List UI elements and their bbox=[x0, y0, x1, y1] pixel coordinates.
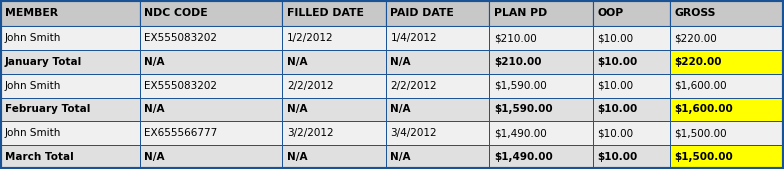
Bar bbox=[593, 50, 670, 74]
Text: N/A: N/A bbox=[287, 152, 307, 162]
Bar bbox=[593, 26, 670, 50]
Text: PLAN PD: PLAN PD bbox=[494, 8, 547, 18]
Text: $10.00: $10.00 bbox=[597, 33, 633, 43]
Bar bbox=[670, 0, 784, 26]
Text: N/A: N/A bbox=[390, 104, 411, 115]
Text: $10.00: $10.00 bbox=[597, 57, 637, 67]
Text: $10.00: $10.00 bbox=[597, 104, 637, 115]
Bar bbox=[0, 50, 140, 74]
Bar bbox=[386, 74, 489, 98]
Text: FILLED DATE: FILLED DATE bbox=[287, 8, 364, 18]
Bar bbox=[282, 50, 386, 74]
Bar bbox=[0, 98, 140, 121]
Text: John Smith: John Smith bbox=[5, 128, 61, 138]
Bar bbox=[489, 0, 593, 26]
Bar bbox=[386, 145, 489, 169]
Text: N/A: N/A bbox=[287, 104, 307, 115]
Bar bbox=[670, 98, 784, 121]
Text: $1,490.00: $1,490.00 bbox=[494, 128, 546, 138]
Text: $220.00: $220.00 bbox=[674, 33, 717, 43]
Text: $1,590.00: $1,590.00 bbox=[494, 81, 546, 91]
Bar bbox=[140, 98, 282, 121]
Text: John Smith: John Smith bbox=[5, 33, 61, 43]
Text: N/A: N/A bbox=[390, 152, 411, 162]
Bar bbox=[140, 0, 282, 26]
Text: $10.00: $10.00 bbox=[597, 81, 633, 91]
Text: February Total: February Total bbox=[5, 104, 90, 115]
Bar bbox=[140, 145, 282, 169]
Text: EX555083202: EX555083202 bbox=[144, 81, 217, 91]
Text: $210.00: $210.00 bbox=[494, 57, 542, 67]
Text: OOP: OOP bbox=[597, 8, 623, 18]
Text: $1,500.00: $1,500.00 bbox=[674, 152, 733, 162]
Bar bbox=[0, 121, 140, 145]
Bar bbox=[670, 74, 784, 98]
Bar bbox=[282, 145, 386, 169]
Bar bbox=[386, 0, 489, 26]
Bar bbox=[670, 145, 784, 169]
Bar bbox=[140, 26, 282, 50]
Bar bbox=[282, 121, 386, 145]
Bar bbox=[489, 121, 593, 145]
Bar bbox=[282, 26, 386, 50]
Bar bbox=[593, 121, 670, 145]
Bar bbox=[593, 98, 670, 121]
Bar bbox=[593, 0, 670, 26]
Text: 1/4/2012: 1/4/2012 bbox=[390, 33, 437, 43]
Bar bbox=[489, 74, 593, 98]
Text: N/A: N/A bbox=[390, 57, 411, 67]
Bar bbox=[489, 145, 593, 169]
Text: N/A: N/A bbox=[144, 152, 165, 162]
Bar bbox=[670, 50, 784, 74]
Text: N/A: N/A bbox=[144, 104, 165, 115]
Text: GROSS: GROSS bbox=[674, 8, 716, 18]
Text: $1,600.00: $1,600.00 bbox=[674, 104, 733, 115]
Bar bbox=[0, 26, 140, 50]
Bar bbox=[140, 121, 282, 145]
Text: EX655566777: EX655566777 bbox=[144, 128, 217, 138]
Text: EX555083202: EX555083202 bbox=[144, 33, 217, 43]
Text: 3/4/2012: 3/4/2012 bbox=[390, 128, 437, 138]
Text: PAID DATE: PAID DATE bbox=[390, 8, 454, 18]
Text: $220.00: $220.00 bbox=[674, 57, 722, 67]
Text: 2/2/2012: 2/2/2012 bbox=[287, 81, 333, 91]
Bar bbox=[386, 98, 489, 121]
Text: $1,500.00: $1,500.00 bbox=[674, 128, 727, 138]
Text: $10.00: $10.00 bbox=[597, 128, 633, 138]
Text: $1,590.00: $1,590.00 bbox=[494, 104, 553, 115]
Bar bbox=[386, 121, 489, 145]
Text: $1,490.00: $1,490.00 bbox=[494, 152, 553, 162]
Bar bbox=[670, 121, 784, 145]
Text: $210.00: $210.00 bbox=[494, 33, 537, 43]
Text: 3/2/2012: 3/2/2012 bbox=[287, 128, 333, 138]
Bar bbox=[386, 50, 489, 74]
Text: March Total: March Total bbox=[5, 152, 74, 162]
Bar bbox=[593, 145, 670, 169]
Bar bbox=[489, 98, 593, 121]
Bar bbox=[282, 98, 386, 121]
Bar bbox=[0, 145, 140, 169]
Bar bbox=[282, 74, 386, 98]
Bar bbox=[0, 74, 140, 98]
Text: N/A: N/A bbox=[144, 57, 165, 67]
Text: January Total: January Total bbox=[5, 57, 82, 67]
Text: John Smith: John Smith bbox=[5, 81, 61, 91]
Bar bbox=[489, 50, 593, 74]
Text: 1/2/2012: 1/2/2012 bbox=[287, 33, 333, 43]
Bar bbox=[282, 0, 386, 26]
Bar bbox=[593, 74, 670, 98]
Text: $1,600.00: $1,600.00 bbox=[674, 81, 727, 91]
Text: N/A: N/A bbox=[287, 57, 307, 67]
Text: MEMBER: MEMBER bbox=[5, 8, 58, 18]
Bar bbox=[140, 74, 282, 98]
Text: 2/2/2012: 2/2/2012 bbox=[390, 81, 437, 91]
Bar bbox=[489, 26, 593, 50]
Bar bbox=[0, 0, 140, 26]
Text: $10.00: $10.00 bbox=[597, 152, 637, 162]
Bar bbox=[140, 50, 282, 74]
Bar bbox=[670, 26, 784, 50]
Text: NDC CODE: NDC CODE bbox=[144, 8, 208, 18]
Bar bbox=[386, 26, 489, 50]
